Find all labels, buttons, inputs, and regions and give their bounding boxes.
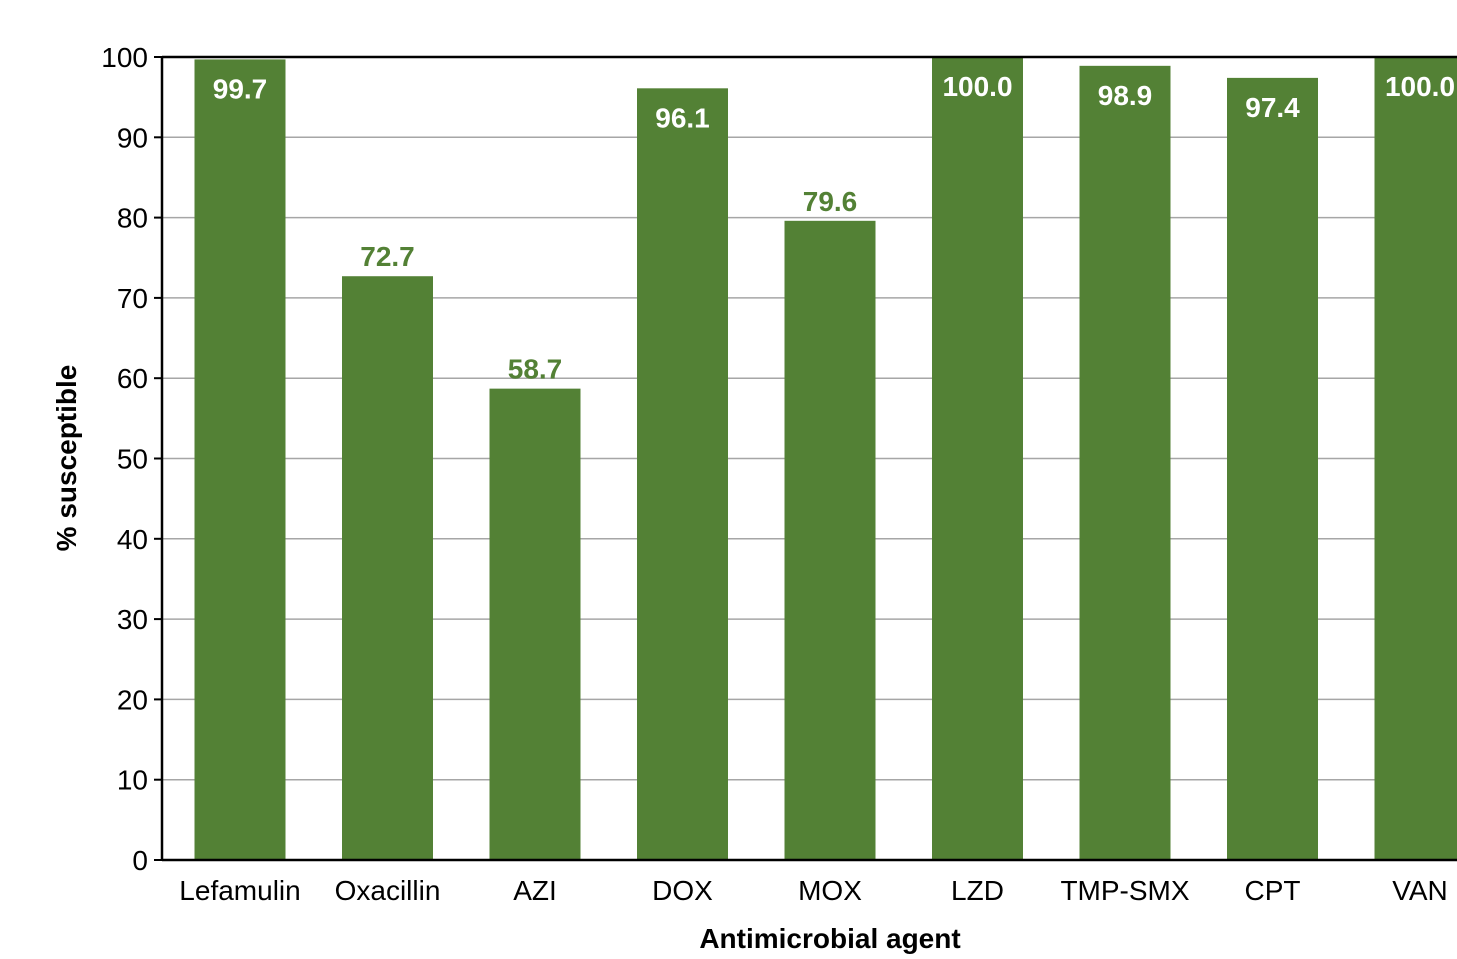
data-label: 97.4 (1245, 92, 1300, 123)
y-tick-label: 20 (117, 684, 148, 715)
bar (195, 59, 286, 860)
bar (490, 389, 581, 860)
y-tick-label: 0 (132, 845, 148, 876)
y-tick-label: 30 (117, 604, 148, 635)
x-tick-label: Lefamulin (179, 875, 300, 906)
x-tick-label: VAN (1392, 875, 1448, 906)
x-axis-title: Antimicrobial agent (699, 923, 960, 954)
x-tick-label: DOX (652, 875, 713, 906)
x-tick-label: MOX (798, 875, 862, 906)
bar (785, 221, 876, 860)
x-tick-label: LZD (951, 875, 1004, 906)
x-tick-label: CPT (1245, 875, 1301, 906)
x-tick-labels: Lefamulin Oxacillin AZI DOX MOX LZD TMP-SMX CPT… (179, 875, 1447, 906)
data-label: 98.9 (1098, 80, 1153, 111)
bar (1080, 66, 1171, 860)
x-tick-label: TMP-SMX (1060, 875, 1189, 906)
y-tick-label: 80 (117, 203, 148, 234)
y-tick-label: 40 (117, 524, 148, 555)
bar (342, 276, 433, 860)
y-tick-label: 70 (117, 283, 148, 314)
data-label: 79.6 (803, 186, 858, 217)
y-tick-labels: 0 10 20 30 40 50 60 70 80 90 100 (101, 42, 148, 876)
data-label: 100.0 (1385, 71, 1455, 102)
x-tick-label: Oxacillin (335, 875, 441, 906)
y-tick-label: 10 (117, 765, 148, 796)
bar (1375, 57, 1457, 860)
bars (195, 57, 1457, 860)
x-tick-label: AZI (513, 875, 557, 906)
y-tick-label: 100 (101, 42, 148, 73)
data-label: 96.1 (655, 102, 710, 133)
y-tick-label: 50 (117, 444, 148, 475)
data-label: 58.7 (508, 354, 563, 385)
bar (1227, 78, 1318, 860)
y-axis-title: % susceptible (51, 365, 82, 552)
y-tick-label: 90 (117, 122, 148, 153)
bar (637, 88, 728, 860)
bar (932, 57, 1023, 860)
data-label: 99.7 (213, 73, 268, 104)
data-label: 72.7 (360, 241, 415, 272)
y-tick-label: 60 (117, 363, 148, 394)
data-label: 100.0 (942, 71, 1012, 102)
